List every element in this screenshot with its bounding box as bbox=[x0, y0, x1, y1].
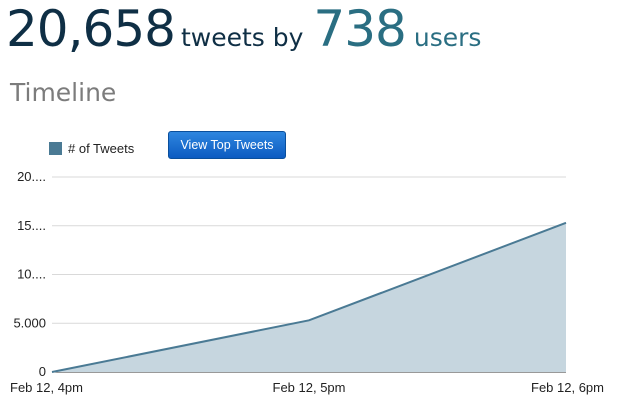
y-tick-label: 5.000 bbox=[13, 315, 46, 330]
x-tick-label: Feb 12, 6pm bbox=[531, 380, 604, 395]
legend-swatch bbox=[49, 142, 62, 155]
x-tick-label: Feb 12, 4pm bbox=[10, 380, 83, 395]
y-tick-label: 10.... bbox=[17, 267, 46, 282]
legend-label: # of Tweets bbox=[68, 141, 135, 156]
chart-legend: # of Tweets bbox=[49, 141, 134, 156]
section-title: Timeline bbox=[10, 78, 117, 107]
y-tick-label: 0 bbox=[39, 364, 46, 379]
y-tick-label: 20.... bbox=[17, 169, 46, 184]
x-tick-label: Feb 12, 5pm bbox=[273, 380, 346, 395]
users-label: users bbox=[413, 23, 482, 52]
y-tick-label: 15.... bbox=[17, 218, 46, 233]
series-area bbox=[52, 222, 566, 372]
user-count: 738 bbox=[313, 0, 406, 58]
tweet-count: 20,658 bbox=[6, 0, 176, 58]
summary-stats: 20,658 tweets by 738 users bbox=[6, 0, 481, 62]
tweets-by-label: tweets by bbox=[180, 23, 304, 52]
view-top-tweets-button[interactable]: View Top Tweets bbox=[168, 131, 286, 159]
